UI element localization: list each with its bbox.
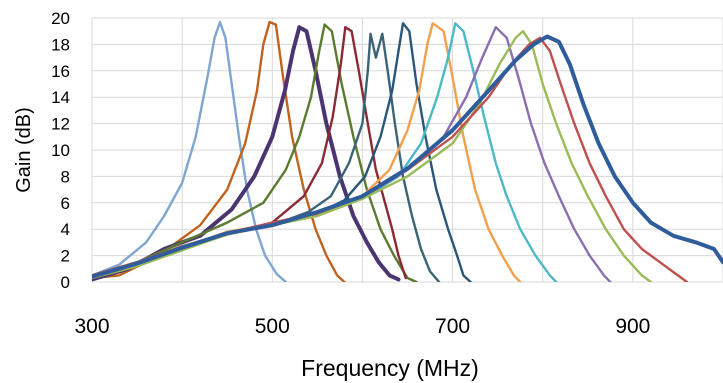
y-tick-label: 20: [51, 9, 70, 28]
y-tick-label: 16: [51, 62, 70, 81]
series-line-1: [92, 20, 287, 282]
series-line-3: [92, 25, 401, 282]
x-axis-label: Frequency (MHz): [301, 355, 479, 381]
y-tick-label: 2: [61, 247, 70, 266]
x-tick-labels: 300 500 700 900: [74, 315, 650, 338]
y-tick-label: 4: [61, 220, 70, 239]
y-tick-label: 14: [51, 88, 70, 107]
y-tick-label: 10: [51, 141, 70, 160]
series-group: [92, 20, 723, 282]
y-axis-label: Gain (dB): [13, 107, 35, 193]
y-tick-label: 12: [51, 115, 70, 134]
x-tick-label: 500: [255, 315, 290, 338]
x-tick-label: 900: [615, 315, 650, 338]
series-line-4: [92, 23, 418, 282]
series-line-2: [92, 20, 346, 282]
y-tick-label: 18: [51, 35, 70, 54]
x-tick-label: 700: [435, 315, 470, 338]
y-tick-label: 8: [61, 167, 70, 186]
y-tick-label: 6: [61, 194, 70, 213]
y-tick-label: 0: [61, 273, 70, 292]
series-line-8: [92, 22, 522, 282]
x-tick-label: 300: [74, 315, 109, 338]
y-tick-labels: 0 2 4 6 8 10 12 14 16 18 20: [51, 9, 70, 292]
series-line-13: [92, 34, 723, 279]
